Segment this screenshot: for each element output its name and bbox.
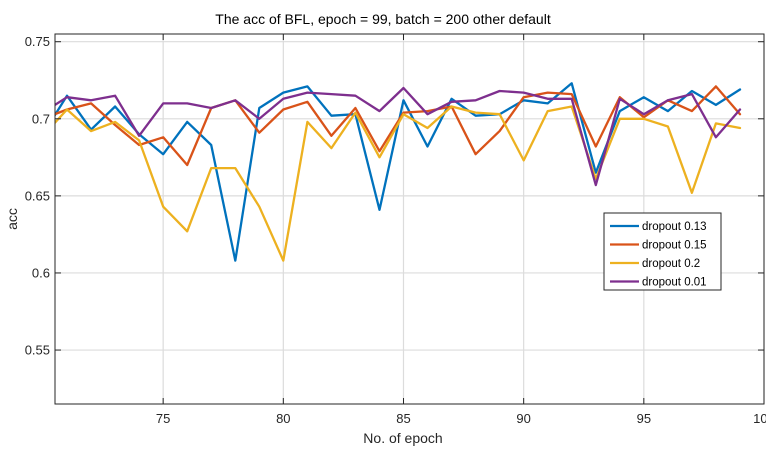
- legend-box: [603, 212, 722, 291]
- y-tick-label: 0.7: [32, 111, 50, 126]
- x-axis-label: No. of epoch: [363, 430, 442, 446]
- x-tick-label: 90: [516, 411, 530, 426]
- series-lines: [55, 82, 742, 262]
- legend-label: dropout 0.15: [642, 240, 707, 252]
- y-tick-label: 0.75: [25, 34, 50, 49]
- legend-label: dropout 0.01: [642, 277, 707, 289]
- legend: dropout 0.13 dropout 0.15 dropout 0.2 dropo…: [603, 212, 722, 291]
- series-line-3: [55, 105, 742, 262]
- x-tick-label: 95: [637, 411, 651, 426]
- x-tick-label: 75: [156, 411, 170, 426]
- y-tick-label: 0.6: [32, 265, 50, 280]
- series-line-1: [55, 82, 742, 262]
- plot-border: [54, 33, 765, 405]
- y-tick-labels: 0.55 0.6 0.65 0.7 0.75: [25, 34, 50, 357]
- chart-title: The acc of BFL, epoch = 99, batch = 200 …: [215, 11, 551, 27]
- y-axis-label: acc: [4, 208, 20, 230]
- y-tick-label: 0.55: [25, 343, 50, 358]
- x-tick-labels: 75 80 85 90 95 100: [156, 411, 766, 426]
- y-tick-label: 0.65: [25, 188, 50, 203]
- x-tick-label: 80: [276, 411, 290, 426]
- legend-label: dropout 0.2: [642, 258, 700, 270]
- series-line-4: [55, 86, 742, 187]
- x-tick-label: 85: [396, 411, 410, 426]
- x-tick-label: 100: [753, 411, 766, 426]
- axis-ticks: [55, 34, 765, 404]
- legend-label: dropout 0.13: [642, 221, 707, 233]
